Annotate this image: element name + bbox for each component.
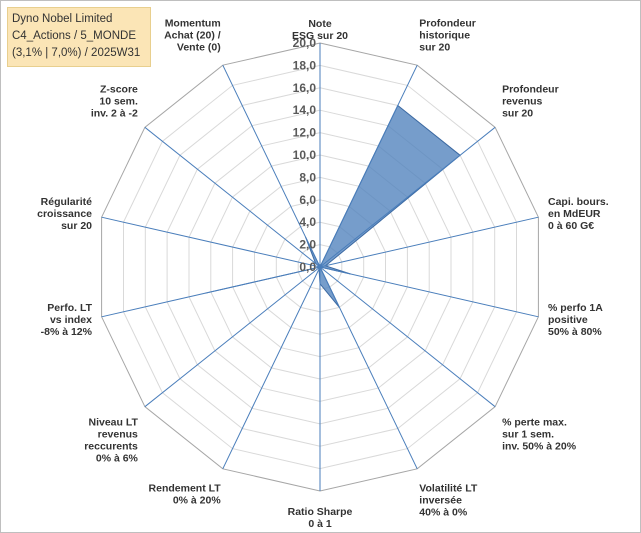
axis-label-3-line-2: 0 à 60 G€ — [548, 220, 594, 232]
spoke-4 — [319, 266, 539, 318]
title-line-2: C4_Actions / 5_MONDE — [12, 30, 136, 42]
title-line-3: (3,1% | 7,0%) / 2025W31 — [12, 47, 141, 59]
axis-label-13-line-0: Momentum — [165, 18, 221, 30]
axis-label-1: Profondeur historique sur 20 — [419, 18, 476, 54]
axis-label-12-line-0: Z-score — [100, 84, 138, 96]
spoke-6 — [319, 266, 418, 470]
axis-label-3-line-1: en MdEUR — [548, 208, 601, 220]
axis-label-2: Profondeur revenus sur 20 — [502, 84, 559, 120]
axis-label-1-line-0: Profondeur — [419, 18, 476, 30]
axis-label-6-line-0: Volatilité LT — [419, 482, 478, 494]
axis-label-5-line-0: % perte max. — [502, 416, 567, 428]
axis-label-7-line-1: 0 à 1 — [308, 518, 332, 530]
axis-label-4-line-1: positive — [548, 314, 588, 326]
axis-label-6-line-1: inversée — [419, 494, 462, 506]
axis-label-11: Régularité croissance sur 20 — [37, 196, 92, 232]
axis-label-2-line-2: sur 20 — [502, 108, 533, 120]
axis-label-5-line-1: sur 1 sem. — [502, 428, 554, 440]
axis-label-9-line-2: reccurents — [84, 440, 138, 452]
axis-label-10-line-2: -8% à 12% — [41, 326, 93, 338]
axis-label-4-line-0: % perfo 1A — [548, 302, 603, 314]
radar-tick-labels: 0,0 2,0 4,0 6,0 8,0 10,0 12,0 14,0 16,0 18,0 20,0 — [293, 36, 317, 274]
tick-label-9: 18,0 — [293, 58, 317, 72]
axis-label-7-line-0: Ratio Sharpe — [288, 506, 353, 518]
axis-label-0-line-0: Note — [308, 18, 331, 30]
axis-label-6: Volatilité LT inversée 40% à 0% — [419, 482, 478, 518]
tick-label-1: 2,0 — [299, 238, 316, 252]
axis-label-12-line-1: 10 sem. — [99, 96, 138, 108]
axis-label-11-line-2: sur 20 — [61, 220, 92, 232]
axis-label-13: Momentum Achat (20) / Vente (0) — [164, 18, 221, 54]
axis-label-5-line-2: inv. 50% à 20% — [502, 440, 577, 452]
axis-label-8-line-1: 0% à 20% — [173, 494, 222, 506]
axis-label-3-line-0: Capi. bours. — [548, 196, 609, 208]
spoke-8 — [222, 266, 321, 470]
axis-label-10-line-1: vs index — [50, 314, 92, 326]
axis-label-13-line-1: Achat (20) / — [164, 30, 221, 42]
axis-label-10: Perfo. LT vs index -8% à 12% — [41, 302, 93, 338]
axis-label-8-line-0: Rendement LT — [149, 482, 222, 494]
spoke-11 — [101, 216, 321, 268]
axis-label-4: % perfo 1A positive 50% à 80% — [548, 302, 603, 338]
axis-label-7: Ratio Sharpe 0 à 1 — [288, 506, 353, 530]
axis-label-3: Capi. bours. en MdEUR 0 à 60 G€ — [548, 196, 609, 232]
tick-label-6: 12,0 — [293, 126, 317, 140]
spoke-10 — [101, 266, 321, 318]
tick-label-3: 6,0 — [299, 193, 316, 207]
axis-label-1-line-2: sur 20 — [419, 42, 450, 54]
axis-label-12-line-2: inv. 2 à -2 — [91, 108, 138, 120]
axis-label-0: Note ESG sur 20 — [292, 18, 348, 42]
spoke-2 — [319, 126, 496, 268]
title-line-1: Dyno Nobel Limited — [12, 13, 113, 25]
axis-label-5: % perte max. sur 1 sem. inv. 50% à 20% — [502, 416, 577, 452]
tick-label-0: 0,0 — [299, 260, 316, 274]
radar-spokes — [101, 43, 539, 491]
axis-label-9-line-1: revenus — [98, 428, 138, 440]
tick-label-5: 10,0 — [293, 148, 317, 162]
axis-label-11-line-0: Régularité — [41, 196, 93, 208]
spoke-12 — [144, 126, 321, 268]
axis-label-2-line-0: Profondeur — [502, 84, 559, 96]
spoke-5 — [319, 266, 496, 408]
spoke-1 — [319, 64, 418, 268]
chart-title-box: Dyno Nobel Limited C4_Actions / 5_MONDE … — [7, 7, 151, 67]
axis-label-12: Z-score 10 sem. inv. 2 à -2 — [91, 84, 138, 120]
axis-label-10-line-0: Perfo. LT — [47, 302, 92, 314]
axis-label-9: Niveau LT revenus reccurents 0% à 6% — [84, 416, 138, 464]
tick-label-10: 20,0 — [293, 36, 317, 50]
axis-label-13-line-2: Vente (0) — [177, 42, 221, 54]
axis-label-11-line-1: croissance — [37, 208, 92, 220]
spoke-3 — [319, 216, 539, 268]
axis-label-0-line-1: ESG sur 20 — [292, 30, 348, 42]
tick-label-8: 16,0 — [293, 81, 317, 95]
axis-label-4-line-2: 50% à 80% — [548, 326, 602, 338]
spoke-9 — [144, 266, 321, 408]
tick-label-7: 14,0 — [293, 103, 317, 117]
axis-label-1-line-1: historique — [419, 30, 470, 42]
spoke-13 — [222, 64, 321, 268]
tick-label-4: 8,0 — [299, 170, 316, 184]
axis-label-8: Rendement LT 0% à 20% — [149, 482, 222, 506]
axis-label-2-line-1: revenus — [502, 96, 542, 108]
axis-label-6-line-2: 40% à 0% — [419, 506, 468, 518]
axis-label-9-line-0: Niveau LT — [88, 416, 138, 428]
axis-label-9-line-3: 0% à 6% — [96, 452, 139, 464]
tick-label-2: 4,0 — [299, 215, 316, 229]
